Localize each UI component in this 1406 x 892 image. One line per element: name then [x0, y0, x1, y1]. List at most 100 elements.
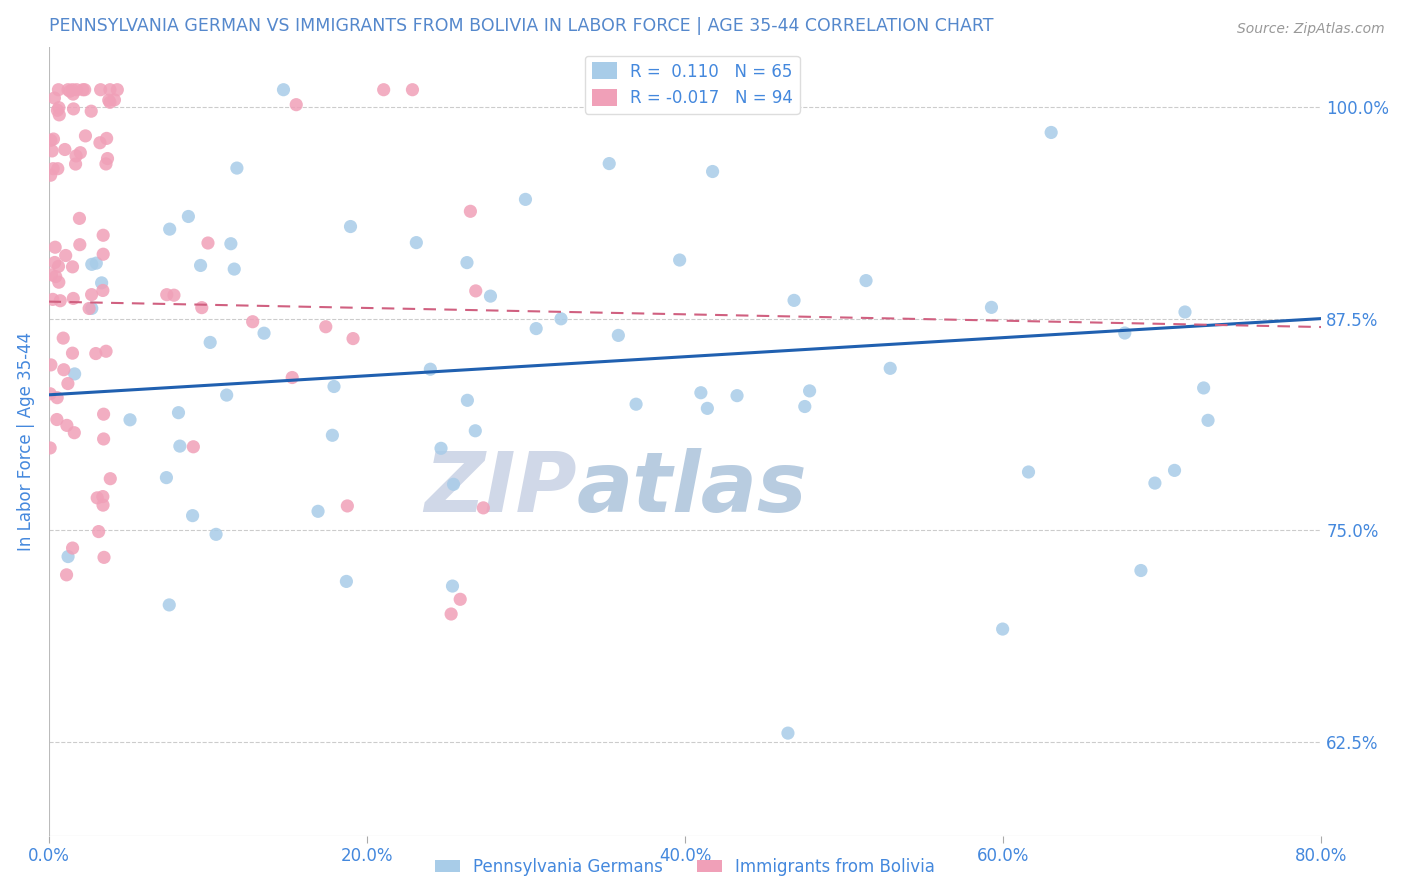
Point [62, 346, 84, 360]
Point [799, 384, 821, 398]
Point [42, 293, 65, 307]
Point [65, 83, 87, 97]
Point [94, 157, 117, 171]
Point [65, 157, 87, 171]
Point [48, 108, 70, 122]
Point [198, 335, 221, 350]
Point [315, 319, 337, 334]
Point [405, 235, 427, 250]
Point [41, 268, 63, 282]
Point [225, 161, 247, 175]
Point [39, 133, 62, 147]
Point [607, 328, 630, 343]
Point [52, 331, 75, 345]
Point [45, 412, 67, 426]
Point [84, 256, 107, 270]
Point [879, 361, 901, 376]
Point [242, 315, 264, 329]
Point [90, 83, 112, 97]
Point [48, 83, 70, 97]
Point [62, 541, 84, 555]
Point [96, 152, 118, 166]
Point [776, 726, 799, 740]
Point [91, 284, 114, 298]
Point [39, 168, 62, 182]
Legend: Pennsylvania Germans, Immigrants from Bolivia: Pennsylvania Germans, Immigrants from Bo… [429, 851, 942, 882]
Point [98, 95, 121, 110]
Y-axis label: In Labor Force | Age 35-44: In Labor Force | Age 35-44 [17, 332, 35, 551]
Point [183, 440, 205, 454]
Point [440, 607, 463, 621]
Point [190, 259, 212, 273]
Point [373, 83, 395, 97]
Point [253, 326, 276, 341]
Point [44, 91, 66, 105]
Point [725, 389, 748, 403]
Point [793, 400, 815, 414]
Point [39, 358, 62, 372]
Point [219, 236, 242, 251]
Point [84, 346, 107, 360]
Point [93, 407, 115, 421]
Point [307, 504, 329, 518]
Point [419, 362, 441, 376]
Point [93, 550, 115, 565]
Point [48, 275, 70, 289]
Point [1192, 381, 1215, 395]
Point [63, 367, 86, 381]
Point [91, 228, 114, 243]
Point [90, 276, 112, 290]
Point [87, 524, 110, 539]
Point [91, 490, 114, 504]
Point [55, 567, 77, 582]
Point [69, 145, 91, 160]
Point [456, 393, 478, 408]
Point [624, 397, 647, 411]
Point [103, 93, 125, 107]
Point [1143, 476, 1166, 491]
Point [89, 136, 111, 150]
Point [62, 260, 84, 274]
Point [80, 257, 103, 271]
Point [80, 104, 103, 119]
Point [855, 274, 877, 288]
Point [91, 498, 114, 512]
Point [56, 83, 79, 97]
Point [155, 470, 177, 484]
Point [96, 131, 118, 145]
Point [169, 439, 191, 453]
Point [449, 592, 471, 607]
Point [45, 269, 67, 284]
Point [86, 491, 108, 505]
Point [456, 255, 478, 269]
Point [48, 101, 70, 115]
Point [44, 240, 66, 254]
Point [460, 204, 482, 219]
Point [321, 428, 343, 442]
Point [1197, 413, 1219, 427]
Point [42, 161, 65, 176]
Point [1163, 463, 1185, 477]
Point [62, 87, 84, 101]
Point [472, 500, 495, 515]
Point [323, 379, 346, 393]
Point [97, 93, 120, 107]
Point [205, 527, 228, 541]
Point [339, 219, 361, 234]
Point [215, 388, 238, 402]
Point [181, 508, 204, 523]
Point [62, 292, 84, 306]
Text: atlas: atlas [576, 449, 807, 529]
Point [1018, 465, 1040, 479]
Point [53, 143, 76, 157]
Point [80, 301, 103, 316]
Point [98, 472, 121, 486]
Point [702, 164, 724, 178]
Point [1040, 126, 1063, 140]
Point [1114, 326, 1136, 340]
Point [443, 477, 465, 491]
Text: PENNSYLVANIA GERMAN VS IMMIGRANTS FROM BOLIVIA IN LABOR FORCE | AGE 35-44 CORREL: PENNSYLVANIA GERMAN VS IMMIGRANTS FROM B… [49, 17, 993, 35]
Point [163, 288, 186, 302]
Point [93, 432, 115, 446]
Point [342, 332, 364, 346]
